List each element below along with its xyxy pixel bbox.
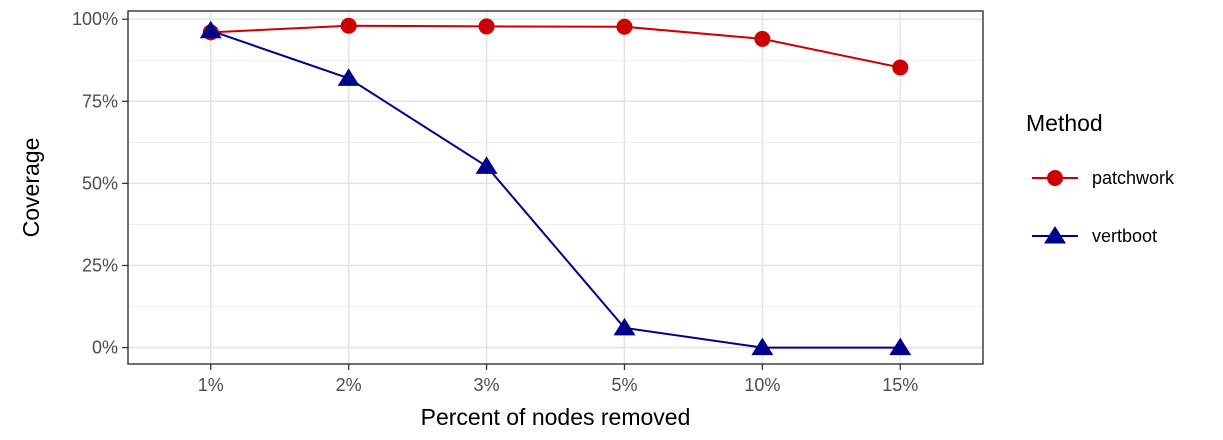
x-tick-label: 2%: [336, 375, 362, 395]
series-group: [199, 17, 912, 356]
legend-title: Method: [1026, 110, 1103, 136]
x-axis-title: Percent of nodes removed: [421, 404, 691, 430]
legend-key-marker: [1047, 170, 1063, 186]
x-tick-label: 5%: [611, 375, 637, 395]
triangle-point: [889, 337, 912, 356]
series-line: [210, 29, 901, 349]
y-tick-label: 0%: [92, 338, 118, 358]
y-tick-label: 50%: [82, 173, 118, 193]
y-axis-title: Coverage: [18, 138, 44, 238]
x-tick-label: 10%: [744, 375, 780, 395]
y-tick-label: 25%: [82, 255, 118, 275]
triangle-point: [337, 68, 360, 86]
axes: 0% 25% 50% 75% 100% 1% 2% 3% 5% 10% 15%: [72, 9, 918, 395]
panel-border: [127, 10, 984, 365]
circle-point: [892, 59, 909, 76]
triangle-point: [613, 317, 636, 336]
plot-panel: [128, 11, 983, 364]
x-tick-label: 3%: [474, 375, 500, 395]
triangle-point: [751, 337, 774, 356]
circle-point: [478, 18, 495, 35]
circle-point: [754, 30, 771, 47]
series-vertboot: [199, 20, 912, 356]
circle-point: [340, 17, 357, 34]
legend-item-patchwork: patchwork: [1032, 168, 1175, 188]
legend-label: vertboot: [1092, 226, 1157, 246]
triangle-point: [199, 20, 222, 39]
x-tick-label: 15%: [882, 375, 918, 395]
triangle-point: [475, 156, 498, 174]
x-tick-label: 1%: [198, 375, 224, 395]
y-tick-label: 75%: [82, 91, 118, 111]
legend-item-vertboot: vertboot: [1032, 226, 1157, 246]
circle-point: [616, 18, 633, 35]
legend-key-marker: [1044, 226, 1066, 244]
y-tick-label: 100%: [72, 9, 118, 29]
legend: Method patchwork vertboot: [1026, 110, 1175, 246]
legend-label: patchwork: [1092, 168, 1175, 188]
series-line: [210, 24, 901, 69]
